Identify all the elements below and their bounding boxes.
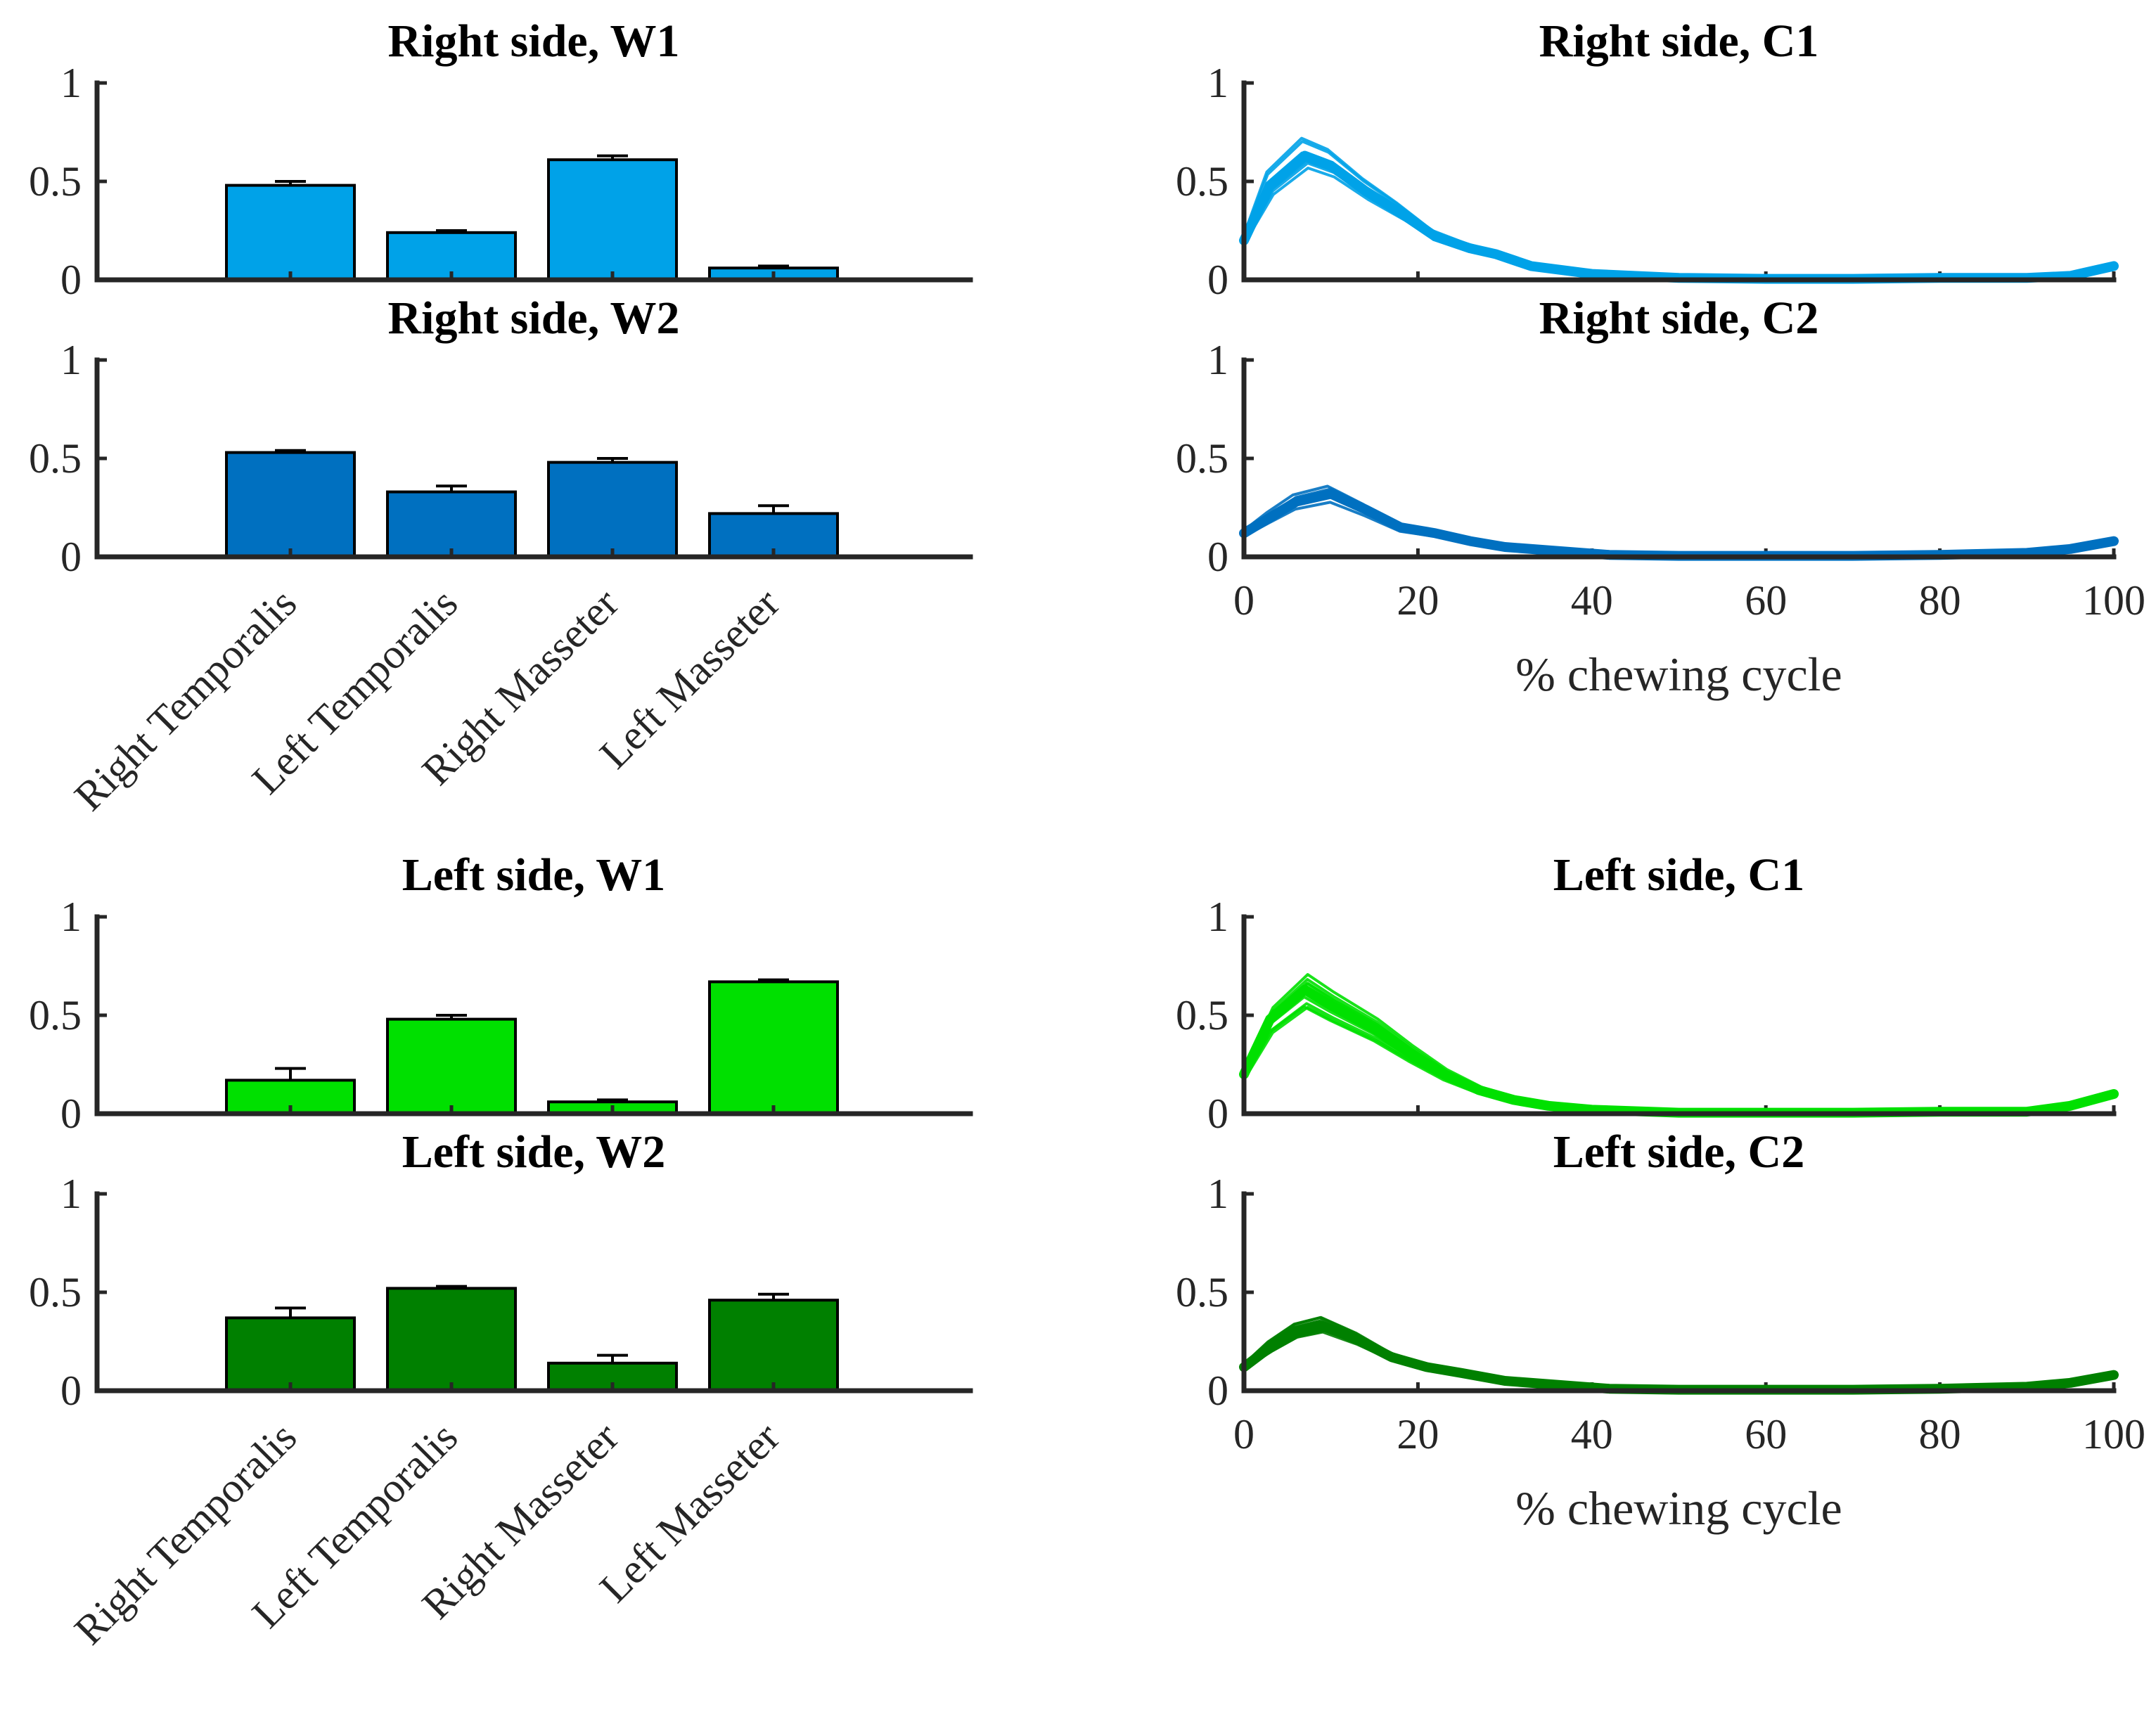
line-chart-2: Right side, C1 0 0.5 1: [1176, 15, 2119, 303]
mean-curve: [1239, 489, 2119, 561]
x-tick-label: 0: [1233, 1411, 1255, 1457]
x-tick-label: 20: [1397, 1411, 1439, 1457]
y-tick-label: 1: [60, 894, 82, 940]
line-chart-6: Left side, C1 0 0.5 1: [1176, 849, 2119, 1137]
bar-chart-0: Right side, W1 0 0.5 1: [29, 15, 973, 303]
y-tick-label: 1: [1207, 894, 1228, 940]
y-tick-label: 0: [1207, 257, 1228, 303]
y-tick-label: 0.5: [29, 992, 82, 1038]
bar-chart-4: Left side, W1 0 0.5 1: [29, 849, 973, 1137]
line-chart-3: Right side, C2 0 0.5 1 0 20 40 60 80 100 % chewing…: [1176, 292, 2145, 701]
x-tick-label: 100: [2082, 577, 2145, 624]
repetition-curve: [1243, 491, 2115, 558]
chart-title: Right side, C1: [1539, 15, 1819, 67]
chart-title: Left side, W1: [402, 849, 666, 901]
repetition-curve: [1243, 140, 2115, 281]
x-tick-label: 100: [2082, 1411, 2145, 1457]
x-tick-label: 20: [1397, 577, 1439, 624]
repetition-curve: [1243, 973, 2115, 1114]
x-tick-label: 40: [1571, 577, 1613, 624]
bar: [225, 184, 356, 281]
mean-curve: [1239, 984, 2119, 1118]
y-tick-label: 0: [60, 1368, 82, 1414]
mean-curve: [1239, 150, 2119, 284]
repetition-curve: [1243, 1329, 2115, 1391]
repetition-curve: [1243, 1330, 2115, 1391]
y-tick-label: 0: [1207, 1090, 1228, 1137]
x-tick-label: 80: [1919, 1411, 1961, 1457]
x-axis-label: % chewing cycle: [1515, 1481, 1842, 1535]
x-axis-label: % chewing cycle: [1515, 648, 1842, 701]
repetition-curve: [1243, 982, 2115, 1114]
mean-curve: [1239, 1320, 2119, 1395]
chart-title: Left side, C2: [1553, 1126, 1804, 1178]
repetition-curve: [1243, 162, 2115, 281]
y-tick-label: 0.5: [1176, 435, 1228, 482]
repetition-curve: [1243, 157, 2115, 281]
y-tick-label: 0: [1207, 534, 1228, 580]
x-tick-label: 60: [1745, 577, 1787, 624]
y-tick-label: 0.5: [29, 158, 82, 205]
repetition-curve: [1243, 496, 2115, 558]
repetition-curve: [1243, 158, 2115, 281]
repetition-curve: [1243, 494, 2115, 558]
repetition-curve: [1243, 160, 2115, 281]
y-tick-label: 0.5: [29, 435, 82, 482]
bar: [386, 490, 517, 558]
y-tick-label: 1: [60, 1171, 82, 1217]
y-tick-label: 1: [60, 60, 82, 106]
bar: [547, 158, 678, 281]
chart-title: Right side, W2: [387, 292, 679, 344]
y-tick-label: 0.5: [29, 1269, 82, 1315]
x-tick-label: 60: [1745, 1411, 1787, 1457]
bar: [708, 1299, 839, 1392]
y-tick-label: 1: [1207, 337, 1228, 383]
y-tick-label: 0.5: [1176, 1269, 1228, 1315]
x-tick-label: 40: [1571, 1411, 1613, 1457]
repetition-curve: [1243, 491, 2115, 558]
chart-title: Right side, C2: [1539, 292, 1819, 344]
repetition-curve: [1243, 151, 2115, 281]
y-tick-label: 1: [60, 337, 82, 383]
bar: [547, 461, 678, 558]
bar: [225, 1316, 356, 1393]
chart-title: Right side, W1: [387, 15, 679, 67]
chart-title: Left side, C1: [1553, 849, 1804, 901]
repetition-curve: [1243, 487, 2115, 558]
y-tick-label: 0: [1207, 1368, 1228, 1414]
x-tick-label: 80: [1919, 577, 1961, 624]
bar: [225, 451, 356, 558]
y-tick-label: 0: [60, 1090, 82, 1137]
repetition-curve: [1243, 995, 2115, 1114]
repetition-curve: [1243, 136, 2115, 281]
line-chart-7: Left side, C2 0 0.5 1 0 20 40 60 80 100 % chewing …: [1176, 1126, 2145, 1535]
repetition-curve: [1243, 978, 2115, 1114]
chart-title: Left side, W2: [402, 1126, 666, 1178]
repetition-curve: [1243, 167, 2115, 281]
repetition-curve: [1243, 982, 2115, 1114]
y-tick-label: 0: [60, 534, 82, 580]
y-tick-label: 0: [60, 257, 82, 303]
repetition-curve: [1243, 1320, 2115, 1391]
bar: [708, 980, 839, 1116]
x-tick-label: 0: [1233, 577, 1255, 624]
repetition-curve: [1243, 490, 2115, 558]
y-tick-label: 0.5: [1176, 158, 1228, 205]
bar: [386, 1287, 517, 1393]
y-tick-label: 1: [1207, 60, 1228, 106]
y-tick-label: 1: [1207, 1171, 1228, 1217]
repetition-curve: [1243, 1327, 2115, 1391]
repetition-curve: [1243, 1319, 2115, 1391]
y-tick-label: 0.5: [1176, 992, 1228, 1038]
bar: [386, 1017, 517, 1115]
repetition-curve: [1243, 1323, 2115, 1391]
